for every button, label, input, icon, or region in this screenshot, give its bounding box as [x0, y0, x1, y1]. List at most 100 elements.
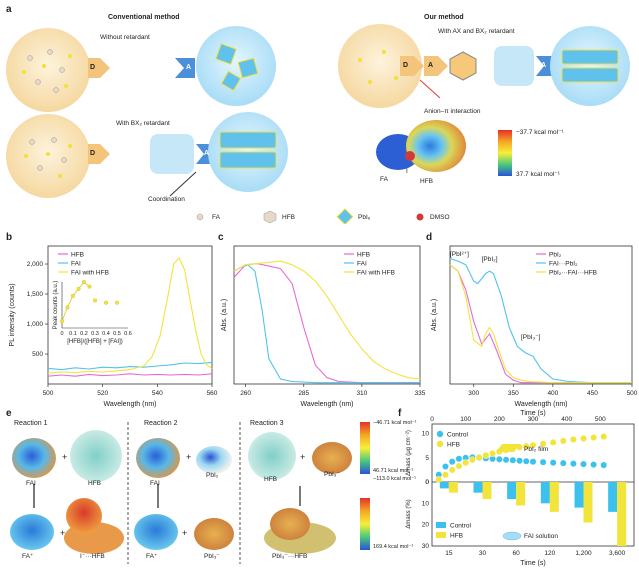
our-method-title: Our method — [424, 14, 464, 21]
esp-pbi3-2 — [194, 518, 234, 550]
chart-c-ylabel: Abs. (a.u.) — [221, 299, 228, 331]
f-top-point — [569, 460, 577, 468]
f-bottom-xtick-label: 120 — [544, 550, 555, 557]
chart-b-ylabel: PL intensity (counts) — [9, 283, 16, 346]
annotation-pbi2: [PbI₂] — [482, 256, 498, 263]
chart-b-series-1 — [47, 361, 213, 371]
fai-solution-icon — [502, 531, 522, 541]
esp-hfb-1 — [70, 430, 122, 482]
f-bottom-ytick-label: 20 — [422, 522, 430, 529]
donor-arrow-3 — [400, 56, 424, 76]
f-top-xtick-label: 400 — [561, 416, 572, 423]
a-label-2: A — [204, 150, 210, 157]
chart-c-legend-label: FAI with HFB — [357, 270, 395, 277]
chart-b-ytick-label: 1,000 — [27, 321, 44, 328]
dmso-legend-icon — [416, 213, 424, 221]
red-arrow — [419, 79, 441, 99]
f-top-point — [590, 434, 598, 441]
chart-d-xtick-label: 500 — [627, 390, 638, 397]
acceptor-arrow-4 — [536, 56, 552, 76]
f-top-ytick-label: 5 — [425, 455, 429, 462]
octahedra-2 — [219, 131, 277, 169]
inset-point — [76, 286, 81, 291]
annotation-pbi2plus: [PbI²⁺] — [450, 251, 469, 258]
with-bx2-label: With BX₂ retardant — [116, 120, 170, 127]
chart-c-frame — [233, 245, 421, 385]
fa-plus-label-1: FA⁺ — [22, 553, 34, 560]
f-bottom-bar — [574, 482, 584, 508]
legend-dmso: DMSO — [430, 214, 450, 221]
inset-point — [65, 305, 70, 310]
conventional-title: Conventional method — [108, 14, 180, 21]
octahedra-3 — [561, 49, 619, 83]
esp-pbi3-hfb — [264, 508, 336, 554]
esp-fai-2 — [136, 438, 180, 478]
inset-ylabel: Peak counts (a.u.) — [53, 281, 59, 330]
chart-c-xtick-label: 260 — [240, 390, 251, 397]
without-retardant-label: Without retardant — [100, 34, 150, 41]
inset-xtick-label: 0 — [60, 331, 63, 337]
donor-arrow-1 — [88, 58, 110, 78]
esp-scale-1 — [360, 422, 370, 474]
legend-fa: FA — [212, 214, 220, 221]
esp-iodide — [405, 151, 415, 161]
esp-scale-top: −37.7 kcal mol⁻¹ — [516, 129, 564, 136]
panel-label-c: c — [218, 232, 224, 243]
panel-label-e: e — [6, 408, 12, 419]
fai-label-1: FAI — [26, 480, 36, 487]
chart-d-ylabel: Abs. (a.u.) — [431, 299, 438, 331]
hfb-label-3: HFB — [264, 476, 277, 483]
inset-xlabel: [HFB]/([HFB] + [FAI]) — [67, 339, 123, 345]
f-top-point — [549, 438, 557, 446]
pbi2-film-icon — [496, 444, 520, 452]
f-top-point — [590, 461, 598, 468]
fa-legend-icon — [196, 213, 204, 221]
chart-b-xtick-label: 560 — [207, 390, 218, 397]
molecules-2 — [29, 137, 67, 171]
chart-d-frame — [449, 245, 633, 385]
chart-b-ytick-label: 2,000 — [27, 261, 44, 268]
dmso-box-2 — [494, 46, 534, 86]
hfb-hexagon — [449, 51, 477, 81]
chart-d-xtick-label: 450 — [587, 390, 598, 397]
f-top-legend-label: Control — [447, 432, 469, 439]
chart-c-series-1 — [233, 264, 420, 384]
chart-c-xtick-label: 310 — [356, 390, 367, 397]
f-top-point — [442, 463, 449, 470]
f-top-point — [448, 458, 456, 466]
pbi3-label-bottom: PbI₃⁻ — [204, 553, 220, 560]
inset-xtick-label: 0.3 — [91, 331, 99, 337]
panel-label-b: b — [6, 232, 13, 243]
f-top-legend-marker — [436, 440, 444, 448]
f-top-point — [475, 453, 483, 461]
chart-d-xlabel: Wavelength (nm) — [514, 401, 567, 408]
chart-b: 500 520 540 560 500 1,000 1,500 2,000 Wavelength… — [9, 245, 218, 408]
chart-d-legend-label: PbI₂ — [549, 252, 562, 259]
pbi2-label: PbI₂ — [206, 472, 219, 479]
f-bottom-xtick-label: 30 — [479, 550, 487, 557]
f-bottom-xtick-label: 3,600 — [609, 550, 626, 557]
anion-pi-label: Anion–π interaction — [424, 108, 481, 115]
legend-pbi6: PbI₆ — [358, 214, 371, 221]
inset-xtick-label: 0.6 — [124, 331, 132, 337]
f-top-point — [516, 457, 523, 465]
yellow-ions-2 — [24, 144, 72, 178]
inset-xtick-label: 0.5 — [113, 331, 121, 337]
plus-1: + — [62, 452, 68, 462]
chart-d-xtick-label: 350 — [508, 390, 519, 397]
f-top-point — [559, 437, 567, 445]
esp-fa-label: FA — [380, 176, 388, 183]
f-top-legend-marker — [436, 430, 444, 438]
legend-hfb: HFB — [282, 214, 295, 221]
inset-xtick-label: 0.2 — [80, 331, 88, 337]
f-bottom-xtick-label: 60 — [513, 550, 521, 557]
with-ax-bx2-label: With AX and BX₂ retardant — [438, 28, 515, 35]
chart-b-frame — [47, 245, 213, 385]
chart-c-series-2 — [233, 260, 421, 380]
f-top-point — [569, 436, 577, 443]
hfb-label-1: HFB — [88, 480, 101, 487]
f-bottom-xtick-label: 1,200 — [575, 550, 592, 557]
chart-b-legend-label: FAI — [71, 261, 81, 268]
f-bottom-legend-label: HFB — [450, 533, 463, 540]
chart-c-legend-label: FAI — [357, 261, 367, 268]
